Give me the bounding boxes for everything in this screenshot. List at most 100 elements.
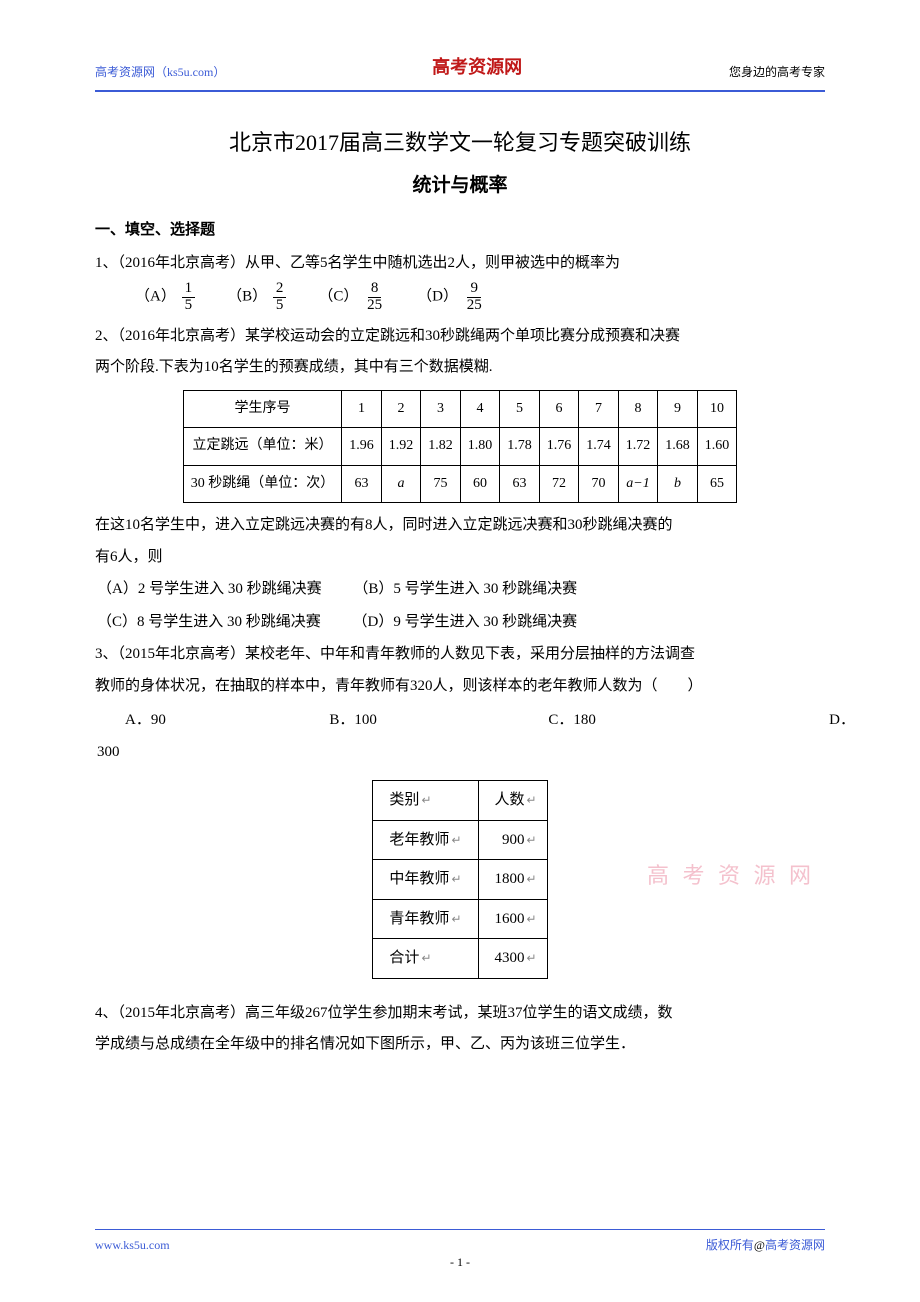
q2-r1c4: 1.80 — [460, 428, 500, 466]
fraction-d: 9 25 — [464, 281, 485, 314]
q2-th-0: 学生序号 — [183, 390, 342, 428]
q3-t-r1c0-text: 老年教师 — [389, 832, 449, 848]
q3-choice-d-value: 300 — [97, 738, 825, 767]
q3-choice-c: C．180 — [548, 706, 796, 735]
q2-th-10: 10 — [697, 390, 737, 428]
q3-t-r4c1: 4300↵ — [478, 939, 547, 979]
header-right: 您身边的高考专家 — [729, 61, 825, 84]
q1-options: （A） 1 5 （B） 2 5 （C） 8 25 （D） 9 25 — [135, 281, 825, 314]
q3-tr-0: 类别↵ 人数↵ — [373, 781, 547, 821]
q2-after-line2: 有6人，则 — [95, 543, 825, 572]
q2-r1c3: 1.82 — [421, 428, 461, 466]
frac-d-den: 25 — [464, 298, 485, 314]
q2-choice-c: （C）8 号学生进入 30 秒跳绳决赛 — [97, 608, 321, 637]
q2-th-3: 3 — [421, 390, 461, 428]
q1-option-a: （A） 1 5 — [135, 281, 197, 314]
frac-c-num: 8 — [368, 281, 382, 298]
return-mark-icon: ↵ — [525, 912, 537, 926]
section-heading-1: 一、填空、选择题 — [95, 216, 825, 245]
q1-option-c: （C） 8 25 — [318, 281, 387, 314]
q2-th-7: 7 — [579, 390, 619, 428]
q2-table-header-row: 学生序号 1 2 3 4 5 6 7 8 9 10 — [183, 390, 737, 428]
q3-t-r4c0: 合计↵ — [373, 939, 478, 979]
q3-t-r0c0: 类别↵ — [373, 781, 478, 821]
q2-r1c2: 1.92 — [381, 428, 421, 466]
q1-option-d: （D） 9 25 — [417, 281, 487, 314]
return-mark-icon: ↵ — [525, 793, 537, 807]
return-mark-icon: ↵ — [449, 872, 461, 886]
q3-t-r1c1-text: 900 — [502, 832, 525, 848]
q2-r2c3: 75 — [421, 465, 461, 503]
return-mark-icon: ↵ — [419, 951, 431, 965]
q4-stem-line1: 4、（2015年北京高考）高三年级267位学生参加期末考试，某班37位学生的语文… — [95, 999, 825, 1028]
q2-r2c0: 30 秒跳绳（单位：次） — [183, 465, 342, 503]
return-mark-icon: ↵ — [449, 912, 461, 926]
watermark-text: 高 考 资 源 网 — [647, 855, 815, 897]
q2-r2c6: 72 — [539, 465, 579, 503]
q3-choice-b: B．100 — [329, 706, 548, 735]
q2-after-line1: 在这10名学生中，进入立定跳远决赛的有8人，同时进入立定跳远决赛和30秒跳绳决赛… — [95, 511, 825, 540]
q2-r2c10: 65 — [697, 465, 737, 503]
q2-r2c8: a−1 — [618, 465, 658, 503]
return-mark-icon: ↵ — [525, 872, 537, 886]
q2-th-2: 2 — [381, 390, 421, 428]
q3-t-r2c1: 1800↵ — [478, 860, 547, 900]
frac-c-den: 25 — [364, 298, 385, 314]
frac-a-num: 1 — [182, 281, 196, 298]
q3-tr-1: 老年教师↵ 900↵ — [373, 820, 547, 860]
footer-right-prefix: 版权所有 — [706, 1238, 754, 1252]
q2-th-6: 6 — [539, 390, 579, 428]
q1-option-a-label: （A） — [135, 289, 176, 305]
q2-choice-b: （B）5 号学生进入 30 秒跳绳决赛 — [353, 575, 577, 604]
q2-r2c7: 70 — [579, 465, 619, 503]
frac-a-den: 5 — [182, 298, 196, 314]
q3-t-r4c0-text: 合计 — [389, 950, 419, 966]
q3-t-r0c1: 人数↵ — [478, 781, 547, 821]
q2-r2c5: 63 — [500, 465, 540, 503]
page-container: 高考资源网（ks5u.com） 高考资源网 您身边的高考专家 北京市2017届高… — [0, 0, 920, 1302]
q3-t-r0c0-text: 类别 — [389, 792, 419, 808]
frac-b-den: 5 — [273, 298, 287, 314]
q2-r2c2: a — [381, 465, 421, 503]
q2-r1c8: 1.72 — [618, 428, 658, 466]
q3-t-r2c1-text: 1800 — [495, 871, 525, 887]
q2-data-table: 学生序号 1 2 3 4 5 6 7 8 9 10 立定跳远（单位：米） 1.9… — [183, 390, 738, 504]
return-mark-icon: ↵ — [449, 833, 461, 847]
q2-r2c4: 60 — [460, 465, 500, 503]
q2-th-1: 1 — [342, 390, 382, 428]
q3-t-r2c0: 中年教师↵ — [373, 860, 478, 900]
fraction-b: 2 5 — [273, 281, 287, 314]
q2-r1c7: 1.74 — [579, 428, 619, 466]
return-mark-icon: ↵ — [525, 833, 537, 847]
q3-t-r3c0: 青年教师↵ — [373, 899, 478, 939]
q2-r1c6: 1.76 — [539, 428, 579, 466]
page-number: - 1 - — [0, 1251, 920, 1274]
page-title: 北京市2017届高三数学文一轮复习专题突破训练 — [95, 122, 825, 164]
q3-choice-d: D． — [797, 706, 855, 735]
return-mark-icon: ↵ — [419, 793, 431, 807]
q3-choice-a: A．90 — [125, 706, 329, 735]
q1-stem: 1、（2016年北京高考）从甲、乙等5名学生中随机选出2人，则甲被选中的概率为 — [95, 249, 825, 278]
q2-th-4: 4 — [460, 390, 500, 428]
footer-at-symbol: @ — [754, 1238, 765, 1252]
footer-right-suffix: 高考资源网 — [765, 1238, 825, 1252]
q3-t-r4c1-text: 4300 — [495, 950, 525, 966]
page-subtitle: 统计与概率 — [95, 168, 825, 204]
q2-r1c1: 1.96 — [342, 428, 382, 466]
q1-option-d-label: （D） — [417, 289, 458, 305]
q1-option-b-label: （B） — [227, 289, 267, 305]
q3-tr-2: 中年教师↵ 1800↵ — [373, 860, 547, 900]
q3-t-r3c1-text: 1600 — [495, 911, 525, 927]
q1-option-c-label: （C） — [318, 289, 358, 305]
header-center-logo-text: 高考资源网 — [432, 50, 522, 84]
q2-th-5: 5 — [500, 390, 540, 428]
q3-teacher-table: 类别↵ 人数↵ 老年教师↵ 900↵ 中年教师↵ 1800↵ 青年教师↵ 160… — [372, 780, 547, 979]
q2-stem-line2: 两个阶段.下表为10名学生的预赛成绩，其中有三个数据模糊. — [95, 353, 825, 382]
frac-b-num: 2 — [273, 281, 287, 298]
q2-r1c5: 1.78 — [500, 428, 540, 466]
q2-choice-d: （D）9 号学生进入 30 秒跳绳决赛 — [353, 608, 578, 637]
q4-stem-line2: 学成绩与总成绩在全年级中的排名情况如下图所示，甲、乙、丙为该班三位学生． — [95, 1030, 825, 1059]
q2-th-9: 9 — [658, 390, 698, 428]
header-bar: 高考资源网（ks5u.com） 高考资源网 您身边的高考专家 — [95, 50, 825, 92]
q3-t-r2c0-text: 中年教师 — [389, 871, 449, 887]
